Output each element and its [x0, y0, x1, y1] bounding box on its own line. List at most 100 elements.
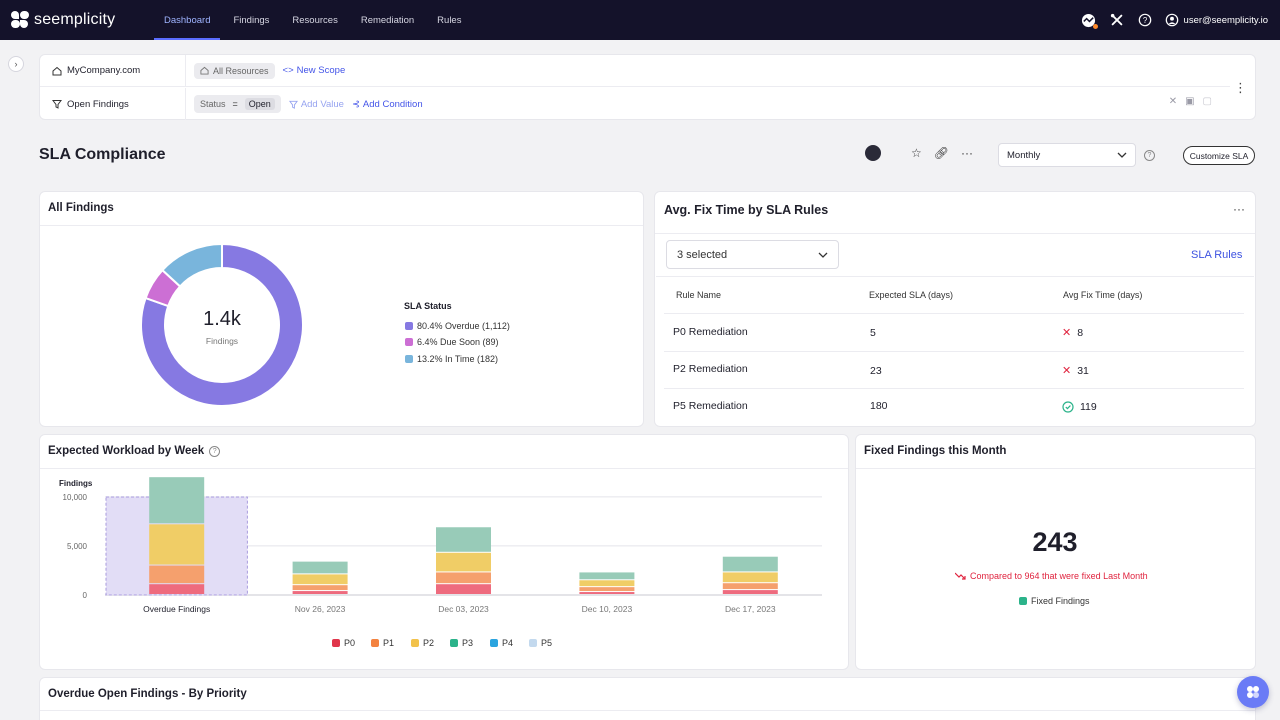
legend-swatch [405, 355, 413, 363]
donut-slice-in-time[interactable] [160, 242, 223, 288]
new-scope-link[interactable]: <> New Scope [283, 65, 346, 76]
legend-label: P2 [423, 638, 435, 648]
bar-p0[interactable] [292, 591, 348, 594]
disk-icon[interactable]: ▢ [1202, 96, 1212, 107]
avg-fix-time: ✕ 31 [1062, 364, 1089, 378]
tab-remediation[interactable]: Remediation [360, 14, 415, 26]
help-icon[interactable]: ? [1144, 150, 1155, 161]
bar-p2[interactable] [149, 524, 205, 565]
tab-dashboard[interactable]: Dashboard [154, 0, 221, 40]
donut-slice-overdue[interactable] [140, 242, 304, 407]
legend-item-p3[interactable]: P3 [450, 638, 473, 648]
expected-sla: 180 [870, 400, 888, 412]
chevron-down-icon [1117, 152, 1127, 158]
bar-p3[interactable] [722, 556, 778, 572]
help-icon[interactable]: ? [1137, 12, 1153, 28]
legend-swatch [332, 639, 340, 647]
rules-select[interactable]: 3 selected [666, 240, 839, 269]
bar-p0[interactable] [149, 584, 205, 594]
x-tick-label: Overdue Findings [143, 604, 210, 614]
save-filter-icon[interactable]: ▣ [1185, 96, 1195, 107]
legend-label: 13.2% In Time (182) [417, 354, 499, 364]
filter-icon [52, 100, 62, 109]
period-select[interactable]: Monthly [998, 143, 1136, 167]
column-header-actual[interactable]: Avg Fix Time (days) [1063, 290, 1143, 300]
legend-item-overdue[interactable]: 80.4% Overdue (1,112) [405, 321, 510, 331]
user-avatar-icon [1165, 13, 1178, 27]
more-icon[interactable]: ··· [961, 146, 973, 160]
clear-icon[interactable]: ✕ [1168, 96, 1178, 107]
top-navbar: seemplicity Dashboard Findings Resources… [0, 0, 1280, 40]
legend-swatch [371, 639, 379, 647]
bar-p2[interactable] [436, 552, 491, 572]
x-tick-label: Dec 10, 2023 [582, 604, 633, 614]
sidebar-expand-button[interactable]: › [8, 56, 24, 72]
bar-p0[interactable] [436, 584, 491, 594]
bar-p0[interactable] [579, 592, 635, 594]
customize-sla-button[interactable]: Customize SLA [1183, 146, 1255, 165]
chevron-down-icon [818, 252, 828, 258]
filter-row: Open Findings Status = Open Add Value ⊰ … [40, 88, 1230, 120]
donut-center-label: Findings [205, 336, 239, 346]
activity-icon[interactable] [1081, 12, 1098, 29]
card-title-wrap: Expected Workload by Week ? [48, 445, 221, 457]
tab-resources[interactable]: Resources [292, 14, 338, 26]
condition-value: Open [244, 98, 275, 110]
assistant-fab-button[interactable] [1237, 676, 1269, 708]
brand-logo[interactable]: seemplicity [11, 11, 151, 29]
condition-operator: = [232, 99, 238, 109]
bar-p1[interactable] [579, 587, 635, 592]
y-axis-label: Findings [59, 479, 93, 488]
legend-swatch [1019, 597, 1027, 605]
on-time-clock-icon [1062, 401, 1074, 413]
user-menu[interactable]: user@seemplicity.io [1165, 13, 1268, 27]
sla-rules-link[interactable]: SLA Rules [1191, 249, 1243, 261]
add-condition-link[interactable]: ⊰ Add Condition [352, 99, 423, 110]
bar-p1[interactable] [722, 583, 778, 590]
info-icon[interactable]: ? [209, 445, 221, 457]
bar-p1[interactable] [292, 585, 348, 591]
rule-name: P2 Remediation [673, 363, 748, 375]
y-tick-label: 10,000 [63, 493, 88, 502]
card-more-icon[interactable]: ··· [1233, 202, 1245, 216]
legend-item-p2[interactable]: P2 [411, 638, 434, 648]
link-icon[interactable]: 🔗︎ [933, 146, 949, 160]
tab-findings[interactable]: Findings [233, 14, 270, 26]
legend-item-fixed[interactable]: Fixed Findings [1019, 596, 1090, 606]
comparison-label: Compared to 964 that were fixed Last Mon… [970, 571, 1148, 581]
star-icon[interactable]: ☆ [911, 146, 922, 160]
legend-item-p0[interactable]: P0 [332, 638, 355, 648]
column-header-rule[interactable]: Rule Name [676, 290, 722, 300]
bar-p2[interactable] [292, 574, 348, 585]
tab-rules[interactable]: Rules [437, 14, 462, 26]
add-value-link[interactable]: Add Value [288, 99, 344, 110]
page-title: SLA Compliance [39, 146, 166, 163]
legend-item-p5[interactable]: P5 [529, 638, 552, 648]
tools-icon[interactable] [1109, 12, 1125, 28]
seemplicity-badge-icon[interactable] [865, 145, 881, 161]
scope-selector[interactable]: MyCompany.com [40, 55, 186, 86]
legend-item-in-time[interactable]: 13.2% In Time (182) [405, 354, 498, 364]
user-email: user@seemplicity.io [1183, 14, 1268, 26]
bar-p3[interactable] [149, 477, 205, 524]
column-header-expected[interactable]: Expected SLA (days) [869, 290, 954, 300]
legend-item-due-soon[interactable]: 6.4% Due Soon (89) [405, 337, 499, 347]
scope-row: MyCompany.com All Resources <> New Scope [40, 55, 1230, 87]
bar-p2[interactable] [579, 580, 635, 587]
rules-select-value: 3 selected [677, 248, 728, 261]
bar-p1[interactable] [149, 565, 205, 584]
legend-item-p1[interactable]: P1 [371, 638, 394, 648]
card-title: All Findings [48, 202, 114, 214]
status-condition-chip[interactable]: Status = Open [194, 95, 281, 113]
legend-item-p4[interactable]: P4 [490, 638, 513, 648]
bar-p3[interactable] [292, 561, 348, 574]
card-title: Avg. Fix Time by SLA Rules [664, 203, 829, 217]
filter-selector[interactable]: Open Findings [40, 88, 186, 120]
bar-p3[interactable] [579, 572, 635, 580]
bar-p3[interactable] [436, 527, 491, 552]
bar-p1[interactable] [436, 572, 491, 584]
bar-p2[interactable] [722, 572, 778, 583]
bar-p0[interactable] [722, 590, 778, 594]
scope-more-icon[interactable]: ⋮ [1234, 80, 1247, 95]
all-resources-chip[interactable]: All Resources [194, 62, 275, 79]
